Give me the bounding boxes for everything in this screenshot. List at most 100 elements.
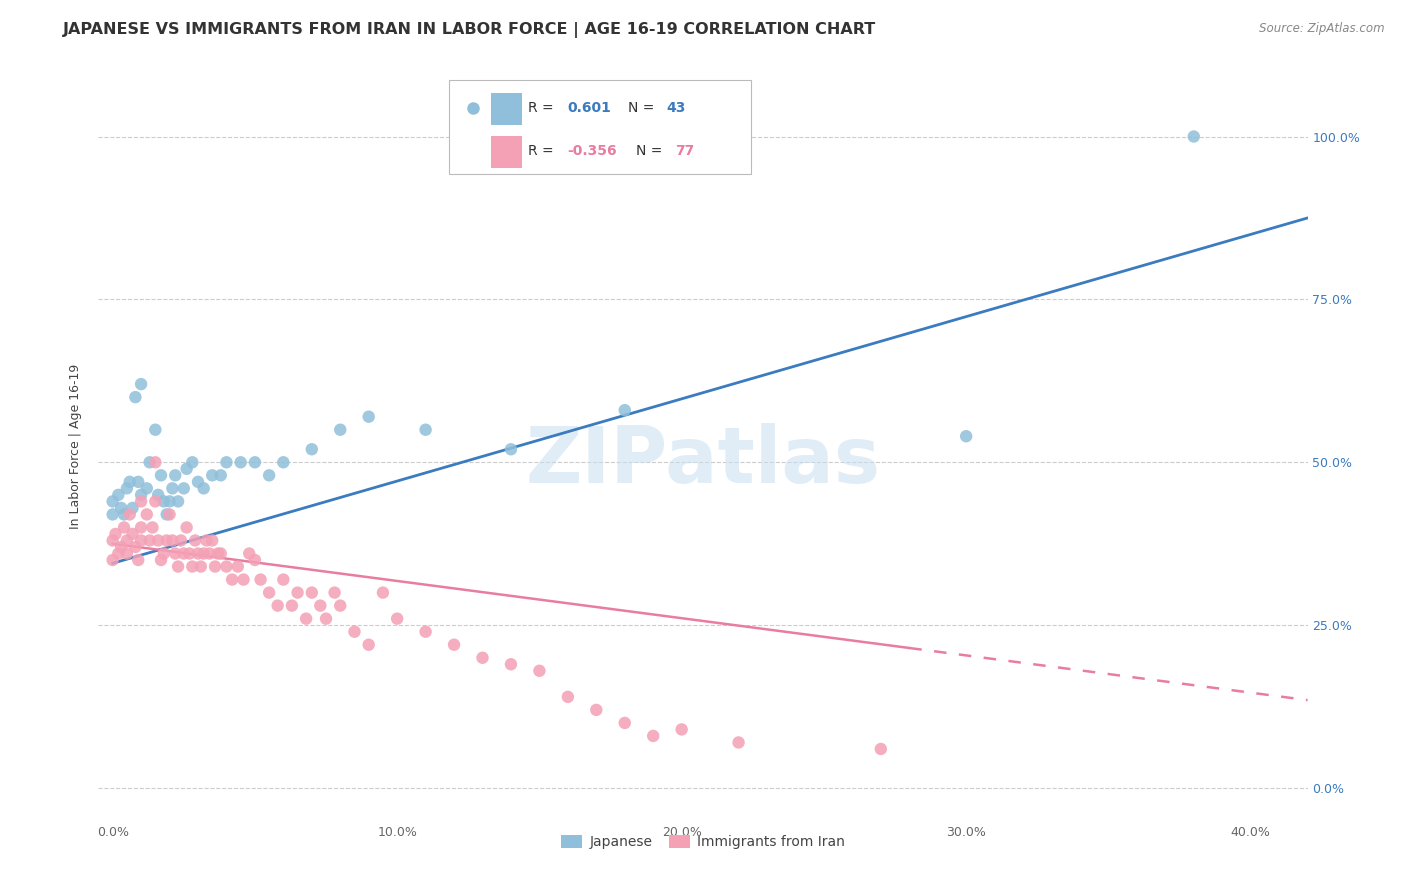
Point bbox=[112, 508, 135, 522]
Point bbox=[159, 494, 181, 508]
Point bbox=[167, 559, 190, 574]
Point bbox=[165, 547, 187, 561]
Point bbox=[329, 423, 352, 437]
Point bbox=[167, 494, 190, 508]
Point bbox=[129, 377, 152, 392]
Point bbox=[146, 488, 169, 502]
Point bbox=[671, 723, 693, 737]
Point bbox=[127, 475, 149, 489]
Point bbox=[281, 599, 304, 613]
Point bbox=[585, 703, 607, 717]
Point bbox=[138, 533, 160, 548]
Point bbox=[135, 481, 157, 495]
Point bbox=[153, 494, 176, 508]
Point bbox=[315, 612, 337, 626]
Point bbox=[371, 585, 394, 599]
Text: N =: N = bbox=[628, 101, 659, 115]
Text: 77: 77 bbox=[675, 145, 695, 158]
Point bbox=[115, 533, 138, 548]
Point bbox=[557, 690, 579, 704]
Text: Source: ZipAtlas.com: Source: ZipAtlas.com bbox=[1260, 22, 1385, 36]
Point bbox=[165, 468, 187, 483]
Point bbox=[323, 585, 346, 599]
Point bbox=[110, 500, 132, 515]
Point bbox=[170, 533, 193, 548]
Text: R =: R = bbox=[527, 145, 558, 158]
Point bbox=[124, 390, 146, 404]
Point bbox=[238, 547, 260, 561]
FancyBboxPatch shape bbox=[492, 136, 522, 168]
Point bbox=[273, 573, 295, 587]
Text: 43: 43 bbox=[666, 101, 686, 115]
Point bbox=[201, 468, 224, 483]
Point bbox=[209, 547, 232, 561]
Point bbox=[138, 455, 160, 469]
Point bbox=[287, 585, 309, 599]
Point bbox=[176, 520, 198, 534]
Point bbox=[869, 742, 891, 756]
Point bbox=[127, 553, 149, 567]
Point bbox=[209, 468, 232, 483]
Point bbox=[101, 553, 124, 567]
Point bbox=[150, 468, 173, 483]
Text: JAPANESE VS IMMIGRANTS FROM IRAN IN LABOR FORCE | AGE 16-19 CORRELATION CHART: JAPANESE VS IMMIGRANTS FROM IRAN IN LABO… bbox=[63, 22, 876, 38]
Point bbox=[357, 638, 380, 652]
Point bbox=[143, 494, 166, 508]
Point bbox=[643, 729, 665, 743]
Legend: Japanese, Immigrants from Iran: Japanese, Immigrants from Iran bbox=[555, 830, 851, 855]
Point bbox=[101, 508, 124, 522]
Point bbox=[193, 547, 215, 561]
Point bbox=[181, 455, 204, 469]
Point bbox=[415, 624, 437, 639]
Point bbox=[443, 638, 465, 652]
Point bbox=[232, 573, 254, 587]
Point bbox=[195, 533, 218, 548]
Point bbox=[226, 559, 249, 574]
Point bbox=[118, 475, 141, 489]
Point bbox=[110, 540, 132, 554]
Point bbox=[181, 559, 204, 574]
Point bbox=[187, 547, 209, 561]
Point bbox=[215, 559, 238, 574]
Point bbox=[301, 585, 323, 599]
Point bbox=[273, 455, 295, 469]
Point bbox=[129, 533, 152, 548]
Point bbox=[499, 657, 522, 672]
Point bbox=[295, 612, 318, 626]
Point bbox=[156, 508, 179, 522]
Point bbox=[101, 533, 124, 548]
Point bbox=[124, 540, 146, 554]
Point bbox=[129, 520, 152, 534]
Point bbox=[121, 500, 143, 515]
Point bbox=[190, 559, 212, 574]
Text: -0.356: -0.356 bbox=[568, 145, 617, 158]
Point bbox=[162, 481, 184, 495]
Point bbox=[107, 547, 129, 561]
Point bbox=[955, 429, 977, 443]
Point bbox=[727, 735, 749, 749]
Point bbox=[471, 650, 494, 665]
Point bbox=[215, 455, 238, 469]
Point bbox=[143, 423, 166, 437]
Point bbox=[159, 508, 181, 522]
Point bbox=[135, 508, 157, 522]
Point bbox=[153, 547, 176, 561]
Point bbox=[146, 533, 169, 548]
Point bbox=[193, 481, 215, 495]
FancyBboxPatch shape bbox=[492, 94, 522, 125]
Point bbox=[257, 468, 280, 483]
Point bbox=[309, 599, 332, 613]
Point bbox=[266, 599, 288, 613]
Point bbox=[143, 455, 166, 469]
Text: ZIPatlas: ZIPatlas bbox=[526, 423, 880, 499]
Point bbox=[229, 455, 252, 469]
Point bbox=[173, 547, 195, 561]
Point bbox=[201, 533, 224, 548]
Point bbox=[1182, 129, 1205, 144]
Point bbox=[129, 494, 152, 508]
Text: R =: R = bbox=[527, 101, 558, 115]
Point bbox=[529, 664, 551, 678]
Point bbox=[150, 553, 173, 567]
Text: N =: N = bbox=[637, 145, 668, 158]
Point bbox=[141, 520, 163, 534]
